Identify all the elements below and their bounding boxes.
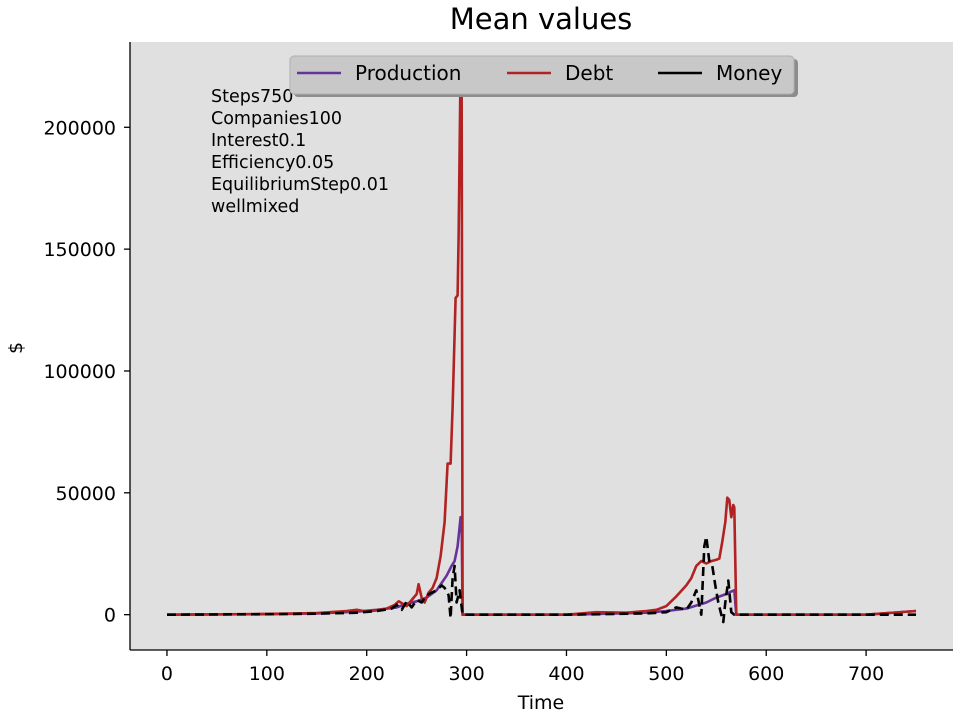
legend-label-money: Money (716, 61, 782, 85)
series-line-money (166, 535, 916, 624)
parameter-annotations: Steps750Companies100Interest0.1Efficienc… (211, 87, 389, 217)
y-tick-label: 150000 (43, 239, 116, 261)
legend-box (289, 55, 795, 95)
legend-label-production: Production (355, 61, 461, 85)
series-line-production (166, 515, 917, 617)
y-tick-label: 100000 (43, 361, 116, 383)
legend-label-debt: Debt (565, 61, 613, 85)
annotation-line: wellmixed (211, 197, 299, 217)
annotation-line: Interest0.1 (211, 131, 306, 151)
y-axis-label: $ (5, 342, 27, 354)
annotation-line: Companies100 (211, 109, 342, 129)
annotation-line: Efficiency0.05 (211, 153, 334, 173)
chart-title: Mean values (450, 2, 633, 36)
x-tick-label: 400 (548, 663, 584, 685)
x-tick-label: 600 (748, 663, 784, 685)
y-tick-label: 200000 (43, 117, 116, 139)
annotation-line: EquilibriumStep0.01 (211, 175, 389, 195)
x-tick-label: 0 (161, 663, 173, 685)
x-ticks: 0 100 200 300 400 500 600 700 (161, 650, 884, 685)
x-tick-label: 500 (648, 663, 684, 685)
plot-background (130, 42, 953, 650)
legend-entries: Production Debt Money (297, 61, 782, 85)
x-axis-label: Time (517, 692, 565, 714)
y-tick-label: 50000 (56, 483, 116, 505)
y-tick-label: 0 (104, 605, 116, 627)
x-tick-label: 100 (249, 663, 285, 685)
x-tick-label: 300 (448, 663, 484, 685)
legend: Production Debt Money (289, 55, 798, 97)
y-ticks: 0 50000 100000 150000 200000 (43, 117, 130, 627)
annotation-line: Steps750 (211, 87, 293, 107)
x-tick-label: 700 (848, 663, 884, 685)
x-tick-label: 200 (349, 663, 385, 685)
